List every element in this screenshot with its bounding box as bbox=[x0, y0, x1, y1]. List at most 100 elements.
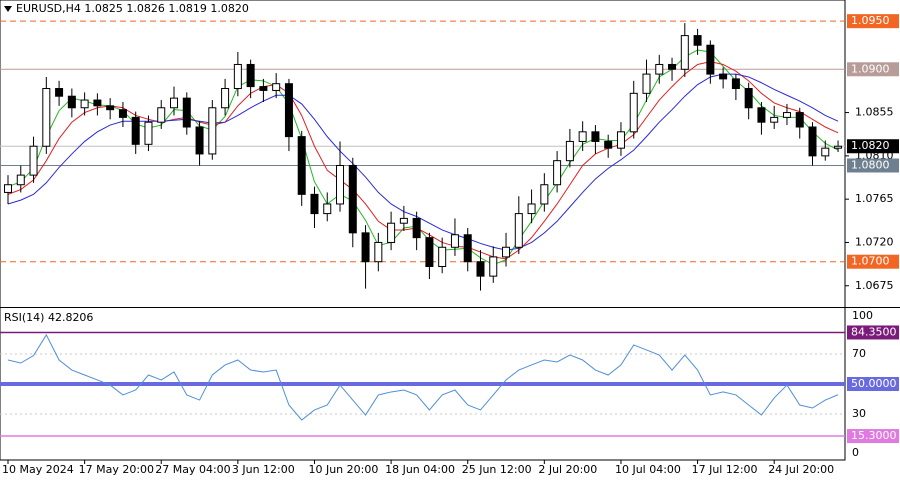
x-tick-label: 10 May 2024 bbox=[2, 463, 74, 476]
candle-body bbox=[744, 88, 753, 109]
x-tick-label: 2 Jul 20:00 bbox=[538, 463, 597, 476]
candle-body bbox=[182, 97, 191, 128]
candle-body bbox=[680, 35, 689, 70]
candle-body bbox=[731, 78, 740, 90]
candle-body bbox=[693, 35, 702, 46]
candle-body bbox=[336, 164, 345, 205]
candle-body bbox=[144, 121, 153, 145]
candle-body bbox=[42, 88, 51, 147]
x-tick-label: 17 May 20:00 bbox=[79, 463, 154, 476]
candle-body bbox=[131, 116, 140, 145]
level-label: 84.3500 bbox=[851, 325, 897, 338]
candle-body bbox=[272, 83, 281, 91]
candle-body bbox=[29, 145, 38, 176]
candle-body bbox=[821, 147, 830, 157]
candle-body bbox=[233, 63, 242, 90]
y-tick-label: 100 bbox=[852, 309, 873, 322]
candle-body bbox=[553, 160, 562, 186]
level-label: 1.0900 bbox=[851, 62, 890, 75]
candle-body bbox=[834, 145, 843, 149]
level-label-box bbox=[847, 325, 899, 340]
level-label: 50.0000 bbox=[851, 377, 897, 390]
candle-body bbox=[387, 222, 396, 243]
candle-body bbox=[438, 246, 447, 268]
candle-body bbox=[195, 126, 204, 155]
candle-body bbox=[706, 44, 715, 75]
candle-body bbox=[374, 241, 383, 263]
level-label: 1.0950 bbox=[851, 14, 890, 27]
candle-body bbox=[565, 140, 574, 162]
x-tick-label: 10 Jun 20:00 bbox=[308, 463, 378, 476]
candle-body bbox=[67, 95, 76, 109]
menu-arrow[interactable] bbox=[4, 6, 12, 12]
candle-body bbox=[284, 83, 293, 138]
candle-body bbox=[476, 261, 485, 277]
candle-body bbox=[246, 63, 255, 88]
candle-body bbox=[361, 232, 370, 263]
rsi-line bbox=[7, 333, 839, 421]
y-tick-label: 30 bbox=[852, 407, 866, 420]
candle-body bbox=[770, 116, 779, 123]
candle-body bbox=[118, 109, 127, 118]
y-tick-label: 0 bbox=[852, 446, 859, 459]
candle-body bbox=[208, 107, 217, 155]
candle-body bbox=[629, 92, 638, 133]
candle-body bbox=[782, 112, 791, 118]
x-tick-label: 24 Jul 20:00 bbox=[768, 463, 834, 476]
x-tick-label: 17 Jul 12:00 bbox=[692, 463, 758, 476]
level-label-box bbox=[847, 158, 899, 173]
level-label-box bbox=[847, 377, 899, 391]
x-tick-label: 18 Jun 04:00 bbox=[385, 463, 455, 476]
y-tick-label: 1.0855 bbox=[855, 106, 894, 119]
candle-body bbox=[578, 131, 587, 142]
candle-body bbox=[757, 107, 766, 123]
candle-body bbox=[450, 234, 459, 248]
candle-body bbox=[55, 88, 64, 97]
last-price-label: 1.0820 bbox=[851, 139, 890, 152]
candle-body bbox=[655, 63, 664, 75]
candle-body bbox=[604, 140, 613, 149]
level-label-box bbox=[847, 429, 899, 444]
candle-body bbox=[489, 256, 498, 277]
x-tick-label: 27 May 04:00 bbox=[155, 463, 230, 476]
candle-body bbox=[106, 105, 115, 111]
candle-body bbox=[399, 217, 408, 224]
candle-body bbox=[514, 213, 523, 248]
plot-frame bbox=[0, 0, 846, 461]
candle-body bbox=[80, 99, 89, 109]
last-price-label-box bbox=[847, 139, 899, 154]
candle-body bbox=[502, 246, 511, 258]
candle-body bbox=[170, 97, 179, 109]
moving-average bbox=[7, 73, 839, 251]
candle-body bbox=[412, 217, 421, 239]
x-tick-label: 25 Jun 12:00 bbox=[462, 463, 532, 476]
moving-average bbox=[7, 49, 839, 266]
candle-body bbox=[425, 237, 434, 268]
candle-body bbox=[591, 131, 600, 142]
candle-body bbox=[808, 126, 817, 157]
candle-body bbox=[616, 131, 625, 149]
y-tick-label: 70 bbox=[852, 347, 866, 360]
candle-body bbox=[259, 86, 268, 91]
candle-body bbox=[668, 63, 677, 70]
y-tick-label: 1.0720 bbox=[855, 235, 894, 248]
level-label: 15.3000 bbox=[851, 429, 897, 442]
level-label-box bbox=[847, 254, 899, 269]
candle-body bbox=[719, 73, 728, 80]
y-tick-label: 1.0765 bbox=[855, 192, 894, 205]
level-label-box bbox=[847, 14, 899, 29]
candle-body bbox=[16, 174, 25, 186]
moving-average bbox=[7, 61, 839, 260]
candle-body bbox=[527, 203, 536, 215]
candle-body bbox=[795, 112, 804, 128]
candle-body bbox=[540, 184, 549, 205]
candle-body bbox=[463, 234, 472, 263]
candle-body bbox=[348, 164, 357, 234]
x-tick-label: 10 Jul 04:00 bbox=[615, 463, 681, 476]
candle-body bbox=[323, 203, 332, 215]
y-tick-label: 1.0675 bbox=[855, 279, 894, 292]
candle-body bbox=[93, 99, 102, 107]
level-label-box bbox=[847, 62, 899, 77]
candle-body bbox=[157, 107, 166, 123]
